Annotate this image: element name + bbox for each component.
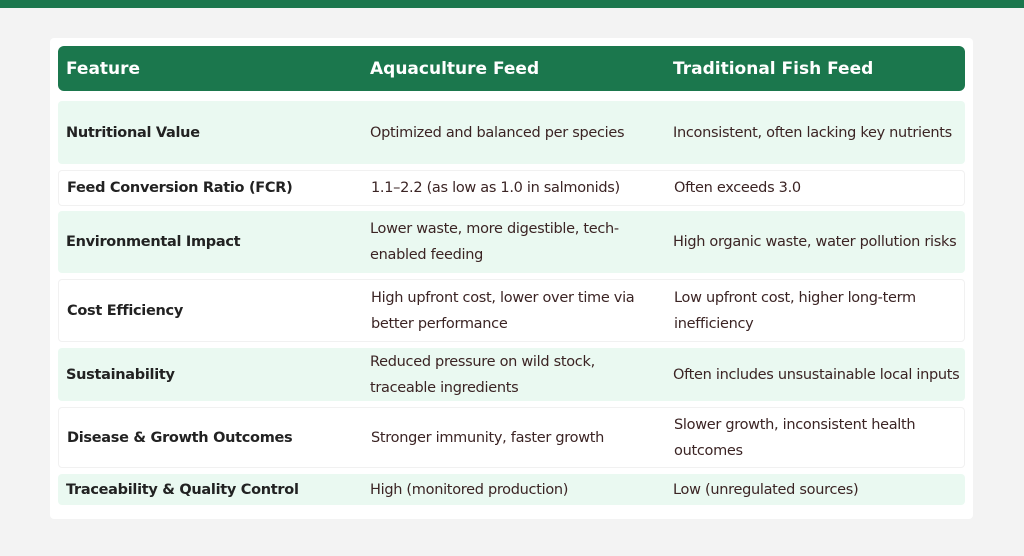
- table-header: Feature Aquaculture Feed Traditional Fis…: [58, 46, 965, 91]
- traditional-cell: Inconsistent, often lacking key nutrient…: [673, 124, 952, 141]
- aquaculture-cell: Lower waste, more digestible, tech-enabl…: [370, 221, 619, 263]
- table-row: Disease & Growth Outcomes Stronger immuni…: [58, 407, 965, 468]
- table-row: Sustainability Reduced pressure on wild s…: [58, 348, 965, 401]
- feature-cell: Disease & Growth Outcomes: [67, 429, 293, 446]
- feature-cell: Environmental Impact: [66, 234, 241, 250]
- aquaculture-cell: Stronger immunity, faster growth: [371, 429, 605, 446]
- header-traditional-fish-feed: Traditional Fish Feed: [673, 59, 874, 79]
- feature-cell: Sustainability: [66, 366, 175, 383]
- table-row: Traceability & Quality Control High (moni…: [58, 474, 965, 505]
- aquaculture-cell: High upfront cost, lower over time via b…: [371, 289, 635, 332]
- traditional-cell: Low (unregulated sources): [673, 481, 859, 498]
- traditional-cell: Often exceeds 3.0: [674, 180, 801, 196]
- traditional-cell: Often includes unsustainable local input…: [673, 366, 960, 383]
- feature-cell: Nutritional Value: [66, 124, 200, 141]
- header-aquaculture-feed: Aquaculture Feed: [370, 59, 540, 79]
- aquaculture-cell: Optimized and balanced per species: [370, 124, 625, 141]
- table-row: Environmental Impact Lower waste, more di…: [58, 211, 965, 273]
- table-row: Cost Efficiency High upfront cost, lower …: [58, 279, 965, 342]
- traditional-cell: Low upfront cost, higher long-term ineff…: [674, 289, 916, 332]
- feature-cell: Cost Efficiency: [67, 302, 183, 319]
- feature-cell: Traceability & Quality Control: [66, 481, 299, 498]
- table-row: Nutritional Value Optimized and balanced …: [58, 101, 965, 164]
- traditional-cell: Slower growth, inconsistent health outco…: [674, 416, 916, 459]
- header-feature: Feature: [66, 59, 141, 79]
- table-row: Feed Conversion Ratio (FCR) 1.1–2.2 (as l…: [58, 170, 965, 206]
- aquaculture-cell: Reduced pressure on wild stock, traceabl…: [370, 353, 595, 396]
- feature-cell: Feed Conversion Ratio (FCR): [67, 180, 293, 196]
- aquaculture-cell: 1.1–2.2 (as low as 1.0 in salmonids): [371, 180, 620, 196]
- traditional-cell: High organic waste, water pollution risk…: [673, 234, 957, 250]
- aquaculture-cell: High (monitored production): [370, 481, 569, 498]
- top-bar: [0, 0, 1024, 8]
